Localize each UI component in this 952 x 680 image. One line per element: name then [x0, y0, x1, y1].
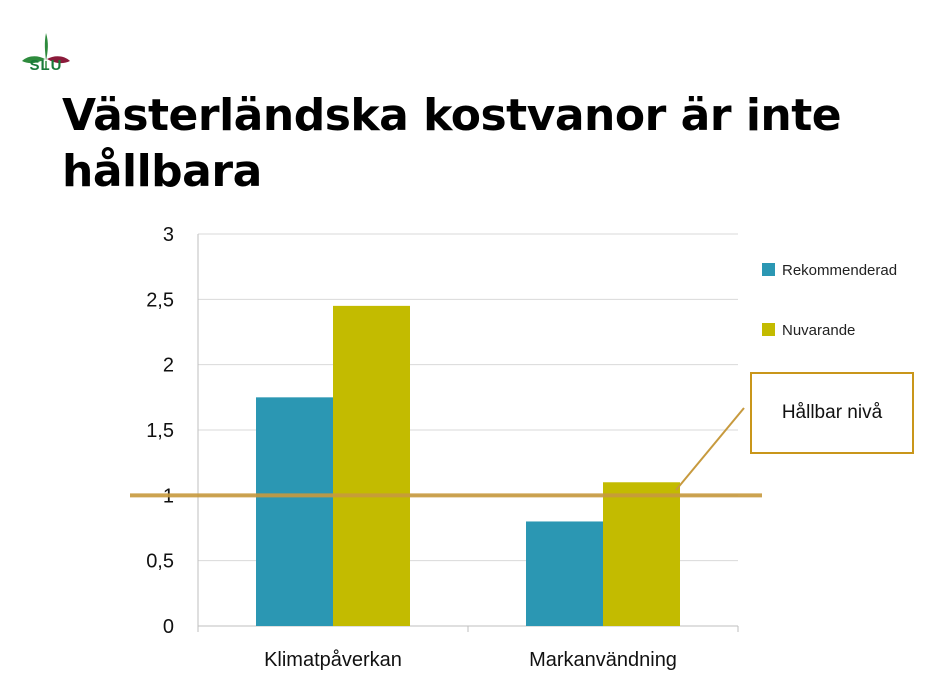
slide-title: Västerländska kostvanor är inte hållbara [62, 90, 842, 197]
y-tick-label: 3 [163, 224, 174, 246]
legend-label: Rekommenderad [782, 262, 897, 279]
legend-label: Nuvarande [782, 322, 855, 339]
legend-swatch-nuvarande [762, 323, 775, 336]
x-category-label: Klimatpåverkan [264, 649, 402, 671]
y-tick-label: 2 [163, 355, 174, 377]
slu-leaf-icon [22, 33, 70, 69]
callout-box: Hållbar nivå [750, 372, 914, 454]
callout-connector [675, 407, 745, 491]
callout-text: Hållbar nivå [781, 402, 883, 423]
bar-rekommenderad-0 [256, 397, 333, 626]
y-tick-label: 0,5 [146, 551, 174, 573]
logo-text: SLU [29, 57, 63, 74]
y-tick-label: 1,5 [146, 420, 174, 442]
x-category-label: Markanvändning [529, 649, 677, 671]
y-tick-label: 2,5 [146, 289, 174, 311]
bar-nuvarande-0 [333, 305, 410, 626]
bar-nuvarande-1 [603, 482, 680, 626]
legend-swatch-rekommenderad [762, 263, 775, 276]
bar-rekommenderad-1 [526, 521, 603, 626]
y-tick-label: 0 [163, 616, 174, 638]
